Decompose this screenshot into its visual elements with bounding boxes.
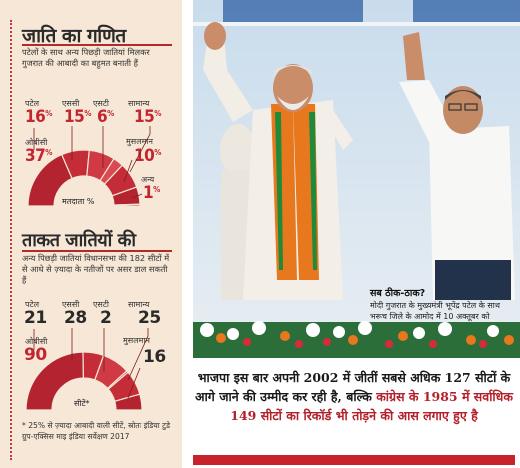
photo xyxy=(193,0,520,358)
section1-subtitle: पटेलों के साथ अन्य पिछड़ी जातियां मिलकर … xyxy=(22,47,150,68)
seats-gauge xyxy=(25,328,149,411)
gauge-label: मतदाता % xyxy=(62,197,95,206)
leader-line xyxy=(127,367,141,399)
gauge-segment xyxy=(114,393,143,411)
value-sc: 15% xyxy=(64,107,92,127)
section2-subtitle: अन्य पिछड़ी जातियां विधानसभा की 182 सीटो… xyxy=(22,253,170,285)
voter-gauge xyxy=(27,126,151,207)
caption-title: सब ठीक-ठाक? xyxy=(370,288,426,299)
leader-line xyxy=(127,328,149,381)
value-general: 15% xyxy=(134,107,162,127)
footnote: * 25% से ज़्यादा आबादी वाली सीटें, स्रोत… xyxy=(22,421,171,441)
person-left xyxy=(203,22,353,300)
title-underline xyxy=(22,250,172,252)
caption-text: मोदी गुजरात के मुख्यमंत्री भूपेंद्र पटेल… xyxy=(370,301,500,321)
value-muslim: 16 xyxy=(143,347,166,367)
label-patel: पटेल xyxy=(25,99,39,108)
label-other: अन्य xyxy=(141,175,155,184)
value-st: 2 xyxy=(100,308,112,328)
dotted-rule xyxy=(10,20,12,460)
label-muslim: मुसलमान xyxy=(126,137,153,146)
gauge-segment xyxy=(113,203,141,207)
person-right xyxy=(399,32,515,300)
seats-gauge-arcs xyxy=(25,351,143,411)
value-patel: 16% xyxy=(25,107,53,127)
pull-quote: भाजपा इस बार अपनी 2002 में जीतीं सबसे अध… xyxy=(193,368,515,425)
infographic-panel: जाति का गणित पटेलों के साथ अन्य पिछड़ी ज… xyxy=(0,0,182,468)
label-general: सामान्य xyxy=(128,99,150,108)
value-st: 6% xyxy=(97,107,114,127)
accent-bar xyxy=(193,455,515,465)
label-general: सामान्य xyxy=(128,300,150,309)
quote-highlight: कांग्रेस के 1985 में सर्वाधिक 149 सीटों … xyxy=(230,389,513,423)
leader-line xyxy=(129,126,151,173)
label-sc: एससी xyxy=(62,300,80,309)
photo-illustration xyxy=(193,0,520,358)
gauge-label: सीटें* xyxy=(74,399,90,408)
value-muslim: 10% xyxy=(134,146,162,166)
value-general: 25 xyxy=(138,308,161,328)
leader-line xyxy=(131,193,143,199)
label-st: एसटी xyxy=(93,99,109,108)
value-other: 1% xyxy=(143,183,160,203)
value-obc: 90 xyxy=(24,345,47,365)
label-muslim: मुसलमान xyxy=(123,336,150,345)
title-underline xyxy=(22,44,172,46)
leader-line xyxy=(123,159,133,183)
value-patel: 21 xyxy=(24,308,47,328)
section2-title: ताकत जातियों की xyxy=(22,230,136,251)
value-obc: 37% xyxy=(25,146,53,166)
voter-gauge-arcs xyxy=(27,149,141,207)
label-st: एसटी xyxy=(93,300,109,309)
label-obc: ओबीसी xyxy=(25,138,48,147)
quote-text: भाजपा इस बार अपनी 2002 में जीतीं सबसे अध… xyxy=(195,370,511,404)
label-patel: पटेल xyxy=(25,300,39,309)
label-obc: ओबीसी xyxy=(25,337,48,346)
photo-caption: सब ठीक-ठाक? मोदी गुजरात के मुख्यमंत्री भ… xyxy=(370,288,516,322)
flower-garland xyxy=(193,321,520,358)
section1-title: जाति का गणित xyxy=(22,25,126,47)
label-sc: एससी xyxy=(62,99,80,108)
value-sc: 28 xyxy=(64,308,87,328)
